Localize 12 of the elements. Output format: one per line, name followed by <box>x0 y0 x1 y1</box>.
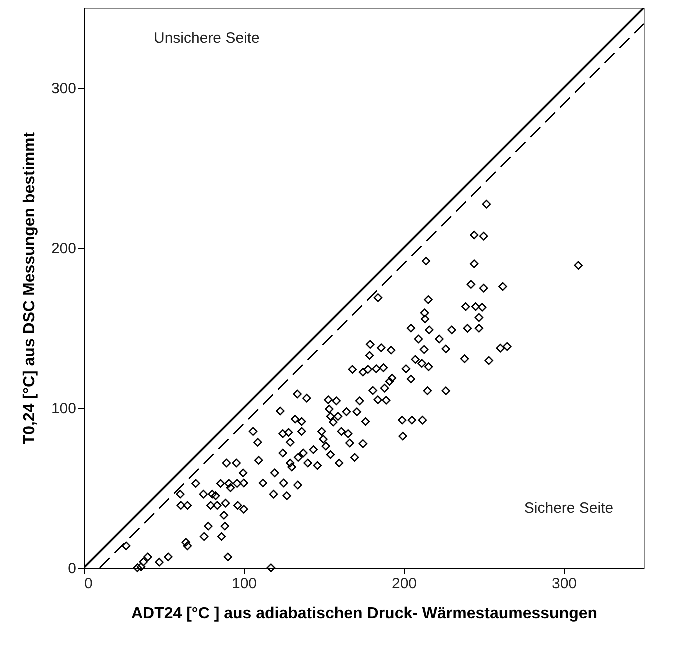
annotation: Unsichere Seite <box>154 30 260 47</box>
y-tick-label: 100 <box>51 400 76 418</box>
y-axis-title: T0,24 [°C] aus DSC Messungen bestimmt <box>21 132 38 445</box>
x-tick-label: 200 <box>392 576 418 592</box>
y-tick-label: 0 <box>68 560 76 578</box>
x-tick-label: 0 <box>84 576 93 592</box>
annotation: Sichere Seite <box>524 500 614 517</box>
x-axis-title: ADT24 [°C ] aus adiabatischen Druck- Wärmestaumessungen <box>131 606 598 622</box>
x-tick-label: 300 <box>552 576 578 592</box>
y-tick-label: 200 <box>51 240 76 258</box>
y-tick-label: 300 <box>51 80 76 98</box>
x-tick-label: 100 <box>232 576 258 592</box>
